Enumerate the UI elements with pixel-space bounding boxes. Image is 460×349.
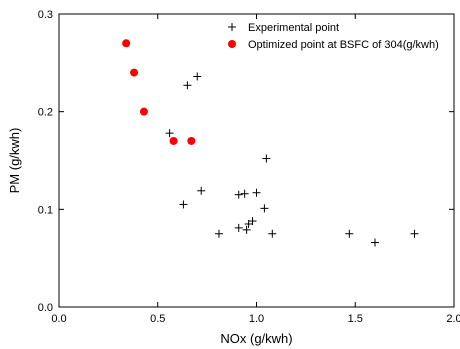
experimental-point xyxy=(179,200,188,209)
experimental-point xyxy=(165,129,174,138)
experimental-point xyxy=(268,229,277,238)
legend: Experimental point Optimized point at BS… xyxy=(228,22,439,51)
y-tick-label: 0.0 xyxy=(38,302,53,314)
y-axis-label: PM (g/kwh) xyxy=(7,128,22,194)
legend-circle-marker xyxy=(228,40,236,48)
experimental-point xyxy=(252,188,261,197)
x-tick-label: 1.0 xyxy=(249,313,264,325)
experimental-point xyxy=(260,204,269,213)
experimental-point xyxy=(410,229,419,238)
x-axis-label: NOx (g/kwh) xyxy=(220,331,292,346)
x-axis: 0.0 0.5 1.0 1.5 2.0 xyxy=(51,14,460,325)
experimental-point xyxy=(214,229,223,238)
experimental-point xyxy=(234,223,243,232)
legend-marker-optimized xyxy=(228,40,236,48)
experimental-point xyxy=(240,189,249,198)
y-tick-label: 0.1 xyxy=(38,204,53,216)
experimental-point xyxy=(244,219,253,228)
experimental-point xyxy=(242,225,251,234)
plot-area-frame xyxy=(58,13,455,308)
experimental-point xyxy=(193,72,202,81)
x-tick-label: 0.5 xyxy=(150,313,165,325)
optimized-point xyxy=(122,39,131,48)
experimental-point xyxy=(371,238,379,247)
x-tick-label: 1.5 xyxy=(348,313,363,325)
experimental-point xyxy=(345,229,354,238)
experimental-point xyxy=(197,186,206,195)
optimized-point xyxy=(139,107,148,116)
experimental-point xyxy=(234,190,243,199)
x-tick-label: 0.0 xyxy=(51,313,66,325)
experimental-point xyxy=(262,154,271,163)
optimized-point xyxy=(169,136,178,145)
legend-marker-experimental xyxy=(228,23,236,31)
y-tick-label: 0.2 xyxy=(38,107,53,119)
y-axis: 0.0 0.1 0.2 0.3 xyxy=(38,9,454,314)
optimized-point xyxy=(187,136,196,145)
optimized-point xyxy=(130,68,139,77)
legend-plus-marker xyxy=(228,23,236,31)
data-points xyxy=(122,39,419,247)
y-tick-label: 0.3 xyxy=(38,9,53,21)
experimental-point xyxy=(183,81,192,90)
x-tick-label: 2.0 xyxy=(446,313,460,325)
legend-label-experimental: Experimental point xyxy=(248,22,339,34)
legend-label-optimized: Optimized point at BSFC of 304(g/kwh) xyxy=(248,39,439,51)
